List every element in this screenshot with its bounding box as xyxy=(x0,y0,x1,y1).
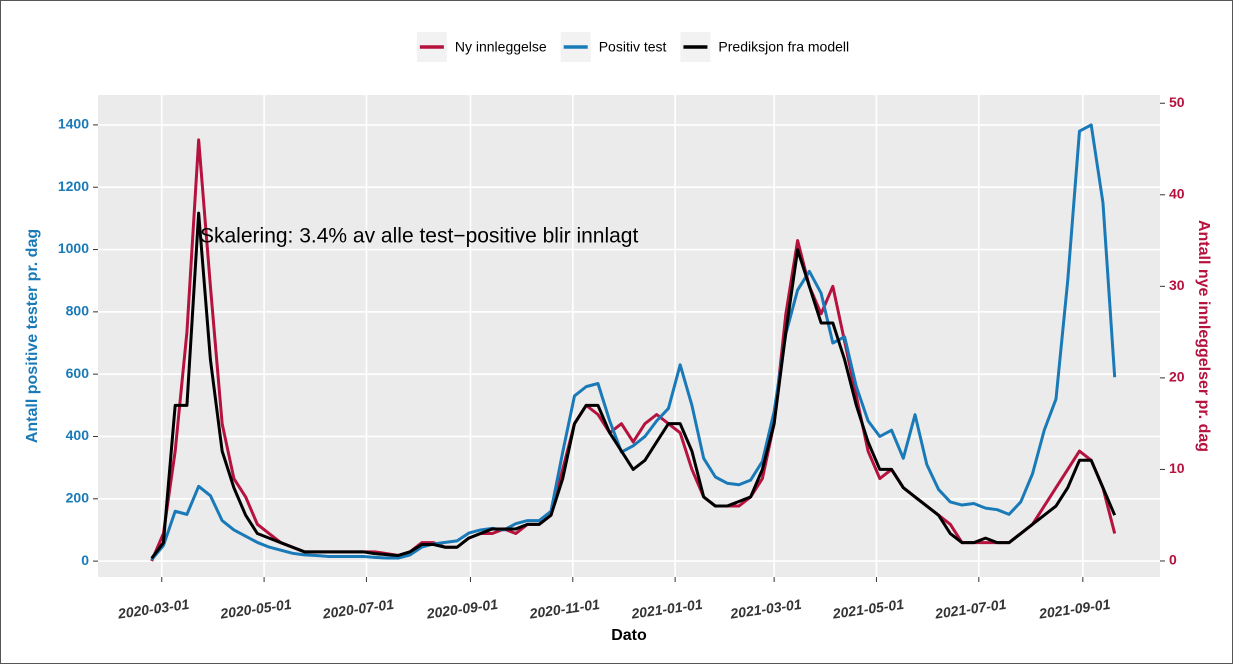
y2-axis-label: Antall nye innleggelser pr. dag xyxy=(1195,220,1212,452)
y-tick-label: 0 xyxy=(81,552,89,568)
lines xyxy=(150,123,1117,562)
series-line xyxy=(150,123,1117,561)
series-line xyxy=(150,211,1117,560)
y2-tick-label: 40 xyxy=(1169,185,1185,201)
legend-label: Positiv test xyxy=(599,39,667,55)
y-tick-label: 1200 xyxy=(58,178,89,194)
legend: Ny innleggelse Positiv test Prediksjon fra… xyxy=(416,32,849,62)
y2-tick-label: 50 xyxy=(1169,94,1185,110)
grid xyxy=(98,95,1160,577)
x-axis-label: Dato xyxy=(611,627,647,644)
annotation: Skalering: 3.4% av alle test−positive bl… xyxy=(200,225,638,248)
legend-label: Ny innleggelse xyxy=(455,39,547,55)
y2-tick-label: 30 xyxy=(1169,277,1185,293)
y2-tick-label: 20 xyxy=(1169,369,1185,385)
y2-tick-label: 10 xyxy=(1169,460,1185,476)
y-axis-label: Antall positive tester pr. dag xyxy=(24,229,41,443)
y2-tick-label: 0 xyxy=(1169,552,1177,568)
y-tick-label: 400 xyxy=(66,427,90,443)
y-tick-label: 1400 xyxy=(58,116,89,132)
y-tick-label: 1000 xyxy=(58,240,89,256)
legend-label: Prediksjon fra modell xyxy=(718,39,849,55)
y-tick-label: 800 xyxy=(66,303,90,319)
y-tick-label: 600 xyxy=(66,365,90,381)
y-tick-label: 200 xyxy=(66,489,90,505)
plot-panel xyxy=(98,95,1160,577)
